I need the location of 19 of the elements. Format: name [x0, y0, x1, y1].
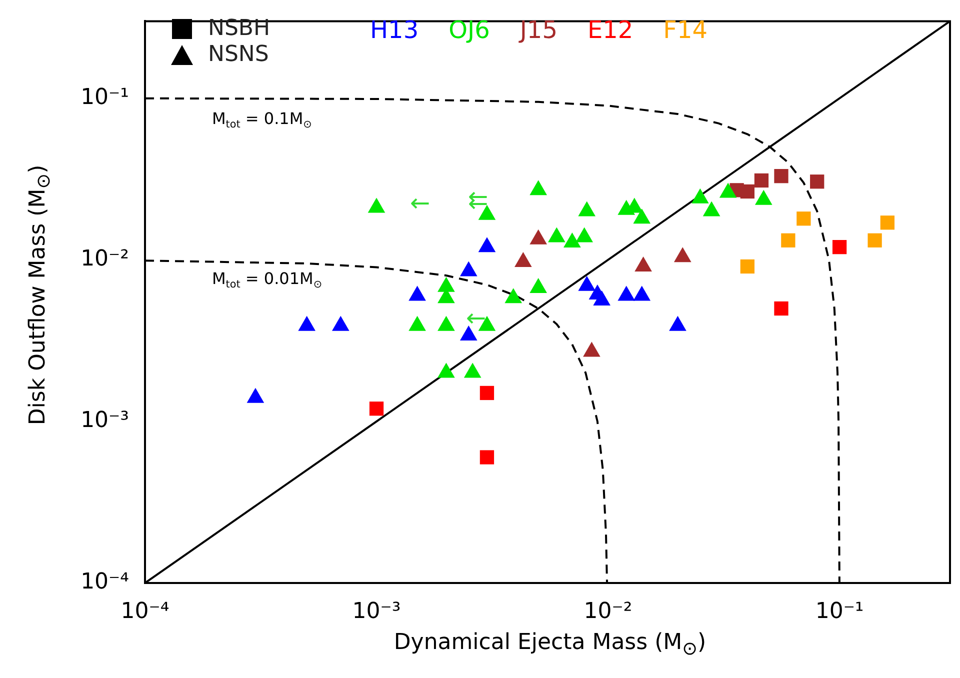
y-tick-label: 10⁻⁴ — [80, 570, 130, 595]
x-tick-label: 10⁻³ — [352, 598, 401, 624]
annotation: ← — [466, 304, 486, 332]
annotation: ⇇ — [468, 186, 488, 214]
text: OJ6 — [448, 16, 490, 44]
y-tick-label: 10⁻² — [80, 246, 129, 272]
text: F14 — [663, 16, 708, 44]
y-tick-label: 10⁻³ — [80, 408, 129, 434]
annotation: NSNS — [208, 42, 269, 68]
text: E12 — [587, 16, 634, 44]
text: H13 — [370, 16, 419, 44]
x-tick-label: 10⁻² — [584, 598, 632, 624]
annotation: ← — [410, 189, 430, 218]
x-tick-label: 10⁻¹ — [815, 598, 864, 624]
x-axis-title: Dynamical Ejecta Mass (M$_{⊙}$) — [392, 630, 708, 660]
text: J15 — [520, 16, 558, 44]
y-tick-label: 10⁻¹ — [80, 85, 129, 110]
x-tick-label: 10⁻⁴ — [120, 598, 170, 624]
annotation: NSBH — [208, 16, 270, 42]
